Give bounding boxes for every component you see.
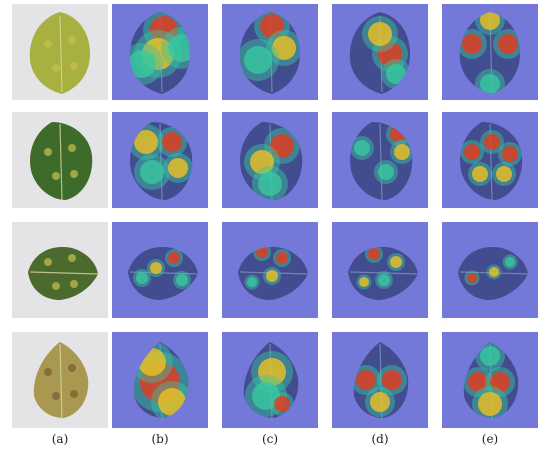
heat-spot [496,166,512,182]
image-r1-c1 [12,4,108,100]
heat-spot [484,134,500,150]
heat-spot [368,248,380,260]
image-r2-c3 [222,112,318,208]
heat-spot [168,158,188,178]
heat-spot [502,146,518,162]
heat-spot [150,262,162,274]
heat-spot [394,144,410,160]
heat-spot [247,277,257,287]
heat-spot [274,396,290,412]
image-r3-c2 [112,222,208,318]
heat-spot [252,382,280,410]
heat-spot [480,346,500,366]
heat-spot [266,270,278,282]
heat-spot [168,252,180,264]
heat-spot [386,64,406,84]
heat-spot [462,34,482,54]
leaf-shape [459,12,520,94]
heat-spot [370,392,390,412]
image-r4-c5 [442,332,538,428]
heat-spot [356,370,376,390]
heat-spot [276,252,288,264]
heat-spot [250,150,274,174]
image-r3-c1 [12,222,108,318]
heat-spot [272,36,296,60]
caption-e: (e) [481,432,499,446]
caption-c: (c) [261,432,279,446]
image-r3-c4 [332,222,428,318]
heat-spot [129,50,156,78]
heat-spot [489,267,499,277]
heat-spot [258,358,286,386]
image-r3-c3 [222,222,318,318]
image-r1-c4 [332,4,428,100]
heat-spot [176,274,188,286]
heat-spot [378,164,394,180]
heat-spot [472,166,488,182]
leaf-shape [29,12,90,94]
image-r4-c4 [332,332,428,428]
image-r2-c5 [442,112,538,208]
heat-spot [480,74,500,94]
caption-a: (a) [51,432,69,446]
image-r1-c5 [442,4,538,100]
image-r3-c5 [442,222,538,318]
caption-d: (d) [371,432,389,446]
heat-spot [378,274,390,286]
heat-spot [478,392,502,416]
image-r2-c4 [332,112,428,208]
image-r4-c2 [112,332,208,428]
caption-b: (b) [151,432,169,446]
image-r1-c2 [112,4,208,100]
heat-spot [382,370,402,390]
image-r4-c1 [12,332,108,428]
heat-spot [368,22,392,46]
heat-spot [136,272,148,284]
heat-spot [378,42,402,66]
image-r2-c1 [12,112,108,208]
heat-spot [134,130,158,154]
heat-spot [467,273,477,283]
heat-spot [390,256,402,268]
heat-spot [468,372,488,392]
image-r1-c3 [222,4,318,100]
heat-spot [480,12,500,30]
heat-spot [150,16,178,44]
heat-spot [158,388,186,416]
heat-spot [140,160,164,184]
image-r2-c2 [112,112,208,208]
heat-spot [505,257,515,267]
heat-spot [270,134,294,158]
image-r4-c3 [222,332,318,428]
heat-spot [464,144,480,160]
heat-spot [258,172,282,196]
heat-spot [354,140,370,156]
heat-spot [359,277,369,287]
heat-spot [162,132,182,152]
heat-spot [498,34,518,54]
heat-spot [260,14,284,38]
heat-spot [490,372,510,392]
heat-spot [244,46,272,74]
